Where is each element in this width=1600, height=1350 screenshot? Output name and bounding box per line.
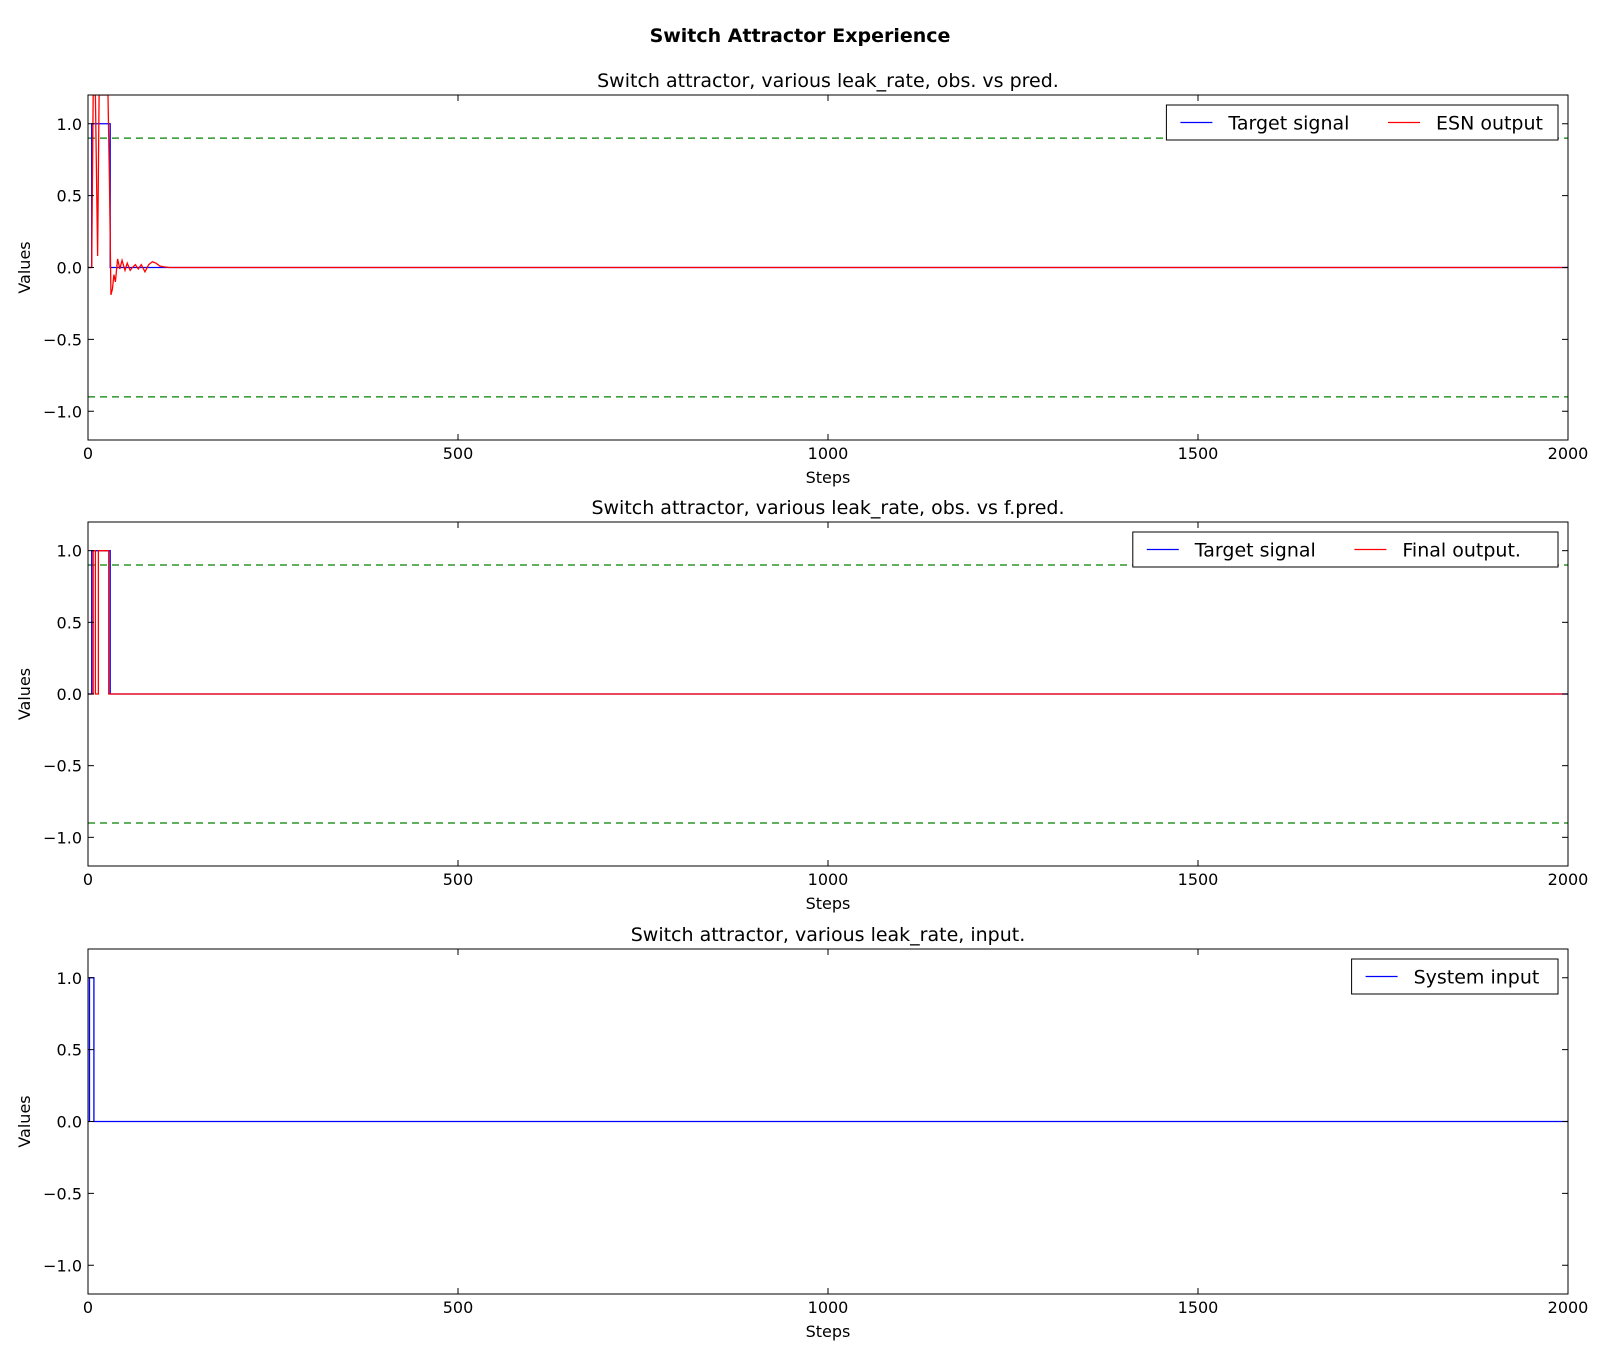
- series-line-2: [88, 550, 1568, 695]
- x-tick-label: 0: [83, 444, 93, 463]
- x-axis-label: Steps: [806, 894, 851, 913]
- y-tick-label: −1.0: [43, 402, 82, 421]
- y-tick-label: 0.5: [57, 1041, 82, 1060]
- x-tick-label: 500: [443, 444, 474, 463]
- x-tick-label: 2000: [1548, 444, 1589, 463]
- plot-area: [88, 977, 1568, 1123]
- x-tick-label: 1500: [1178, 1298, 1219, 1317]
- y-tick-label: 0.5: [57, 187, 82, 206]
- x-tick-label: 2000: [1548, 1298, 1589, 1317]
- series-line-1: [88, 550, 1568, 695]
- chart-panel-2: Switch attractor, various leak_rate, obs…: [15, 497, 1588, 913]
- legend-box: [1165, 104, 1559, 141]
- x-tick-label: 0: [83, 1298, 93, 1317]
- x-tick-label: 1000: [808, 1298, 849, 1317]
- x-axis-label: Steps: [806, 468, 851, 487]
- legend: Target signal Final output.: [1132, 531, 1559, 568]
- y-tick-label: −0.5: [43, 330, 82, 349]
- y-tick-label: 0.5: [57, 613, 82, 632]
- x-axis-label: Steps: [806, 1322, 851, 1341]
- y-axis-label: Values: [15, 241, 34, 293]
- series-line-2: [88, 95, 1568, 295]
- panel-title: Switch attractor, various leak_rate, obs…: [597, 70, 1059, 92]
- legend: Target signal ESN output: [1165, 104, 1559, 141]
- figure-title: Switch Attractor Experience: [650, 25, 951, 47]
- x-tick-label: 1500: [1178, 870, 1219, 889]
- y-tick-label: 1.0: [57, 969, 82, 988]
- legend-label-1: Target signal: [1194, 540, 1316, 562]
- x-tick-label: 0: [83, 870, 93, 889]
- y-tick-label: −0.5: [43, 1184, 82, 1203]
- legend-label-2: Final output.: [1402, 540, 1521, 562]
- y-tick-label: −1.0: [43, 1256, 82, 1275]
- legend-box: [1351, 958, 1559, 995]
- x-tick-label: 2000: [1548, 870, 1589, 889]
- y-tick-label: 1.0: [57, 115, 82, 134]
- x-tick-label: 500: [443, 870, 474, 889]
- x-tick-label: 1500: [1178, 444, 1219, 463]
- y-tick-label: 0.0: [57, 1113, 82, 1132]
- x-tick-label: 500: [443, 1298, 474, 1317]
- y-axis-label: Values: [15, 1095, 34, 1147]
- y-tick-label: −1.0: [43, 828, 82, 847]
- series-line-1: [88, 977, 1568, 1123]
- y-tick-label: 0.0: [57, 685, 82, 704]
- y-tick-label: −0.5: [43, 757, 82, 776]
- y-tick-label: 1.0: [57, 542, 82, 561]
- panel-title: Switch attractor, various leak_rate, inp…: [631, 924, 1026, 946]
- series-line-1: [88, 123, 1568, 269]
- chart-panel-3: Switch attractor, various leak_rate, inp…: [15, 924, 1588, 1341]
- x-tick-label: 1000: [808, 444, 849, 463]
- x-tick-label: 1000: [808, 870, 849, 889]
- panel-title: Switch attractor, various leak_rate, obs…: [591, 497, 1064, 519]
- legend-box: [1132, 531, 1559, 568]
- plot-area: [88, 550, 1568, 824]
- legend-label-2: ESN output: [1436, 113, 1543, 135]
- legend-label-1: Target signal: [1227, 113, 1349, 135]
- y-axis-label: Values: [15, 668, 34, 720]
- chart-panel-1: Switch attractor, various leak_rate, obs…: [15, 70, 1588, 487]
- legend-label-1: System input: [1414, 967, 1540, 989]
- legend: System input: [1351, 958, 1559, 995]
- y-tick-label: 0.0: [57, 259, 82, 278]
